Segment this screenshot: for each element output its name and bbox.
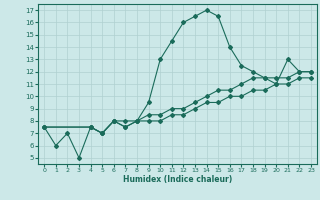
X-axis label: Humidex (Indice chaleur): Humidex (Indice chaleur)	[123, 175, 232, 184]
